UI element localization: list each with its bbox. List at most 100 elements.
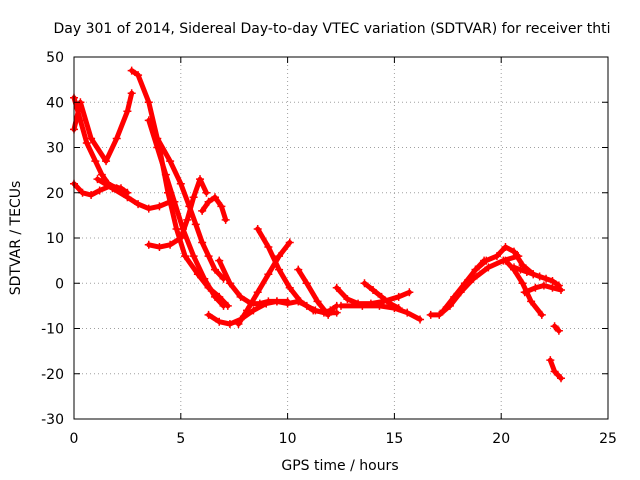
chart-title: Day 301 of 2014, Sidereal Day-to-day VTE… — [54, 21, 611, 37]
series-arc-1 — [70, 89, 136, 166]
data-point — [181, 252, 190, 261]
data-point — [482, 256, 491, 265]
data-point — [439, 306, 448, 315]
data-point — [313, 297, 322, 306]
series-arc-23 — [510, 263, 563, 290]
data-point — [234, 319, 243, 328]
series-arc-25 — [550, 322, 563, 335]
data-point — [144, 204, 153, 213]
x-tick-label: 25 — [599, 431, 617, 447]
y-tick-label: -20 — [41, 367, 64, 383]
data-point — [87, 191, 96, 200]
data-point — [360, 279, 369, 288]
data-point — [225, 279, 234, 288]
data-point — [161, 170, 170, 179]
series-arc-19 — [426, 252, 523, 319]
series-arc-18 — [360, 279, 403, 313]
data-point — [484, 263, 493, 272]
data-point — [405, 288, 414, 297]
data-point — [275, 265, 284, 274]
data-point — [358, 301, 367, 310]
data-point — [76, 116, 85, 125]
data-point — [529, 270, 538, 279]
data-point — [546, 356, 555, 365]
series-line — [295, 267, 331, 318]
data-point — [332, 283, 341, 292]
y-tick-label: 0 — [55, 276, 64, 292]
y-tick-label: 40 — [46, 95, 64, 111]
data-point — [93, 175, 102, 184]
data-point — [394, 304, 403, 313]
data-point — [91, 157, 100, 166]
x-tick-label: 15 — [385, 431, 403, 447]
data-point — [82, 138, 91, 147]
data-point — [527, 297, 536, 306]
data-point — [102, 157, 111, 166]
data-point — [236, 292, 245, 301]
data-point — [369, 286, 378, 295]
data-point — [123, 193, 132, 202]
data-point — [215, 317, 224, 326]
data-point — [550, 322, 559, 331]
data-point — [210, 265, 219, 274]
data-point — [243, 306, 252, 315]
data-point — [537, 310, 546, 319]
data-point — [144, 116, 153, 125]
data-point — [210, 193, 219, 202]
data-point — [191, 220, 200, 229]
data-point — [332, 308, 341, 317]
data-point — [127, 66, 136, 75]
data-point — [202, 188, 211, 197]
data-point — [492, 252, 501, 261]
data-point — [198, 238, 207, 247]
series-arc-8 — [144, 175, 211, 252]
data-point — [518, 279, 527, 288]
y-tick-label: 30 — [46, 141, 64, 157]
series-arc-9 — [198, 193, 230, 224]
data-point — [144, 98, 153, 107]
data-point — [221, 215, 230, 224]
data-point — [403, 308, 412, 317]
data-point — [87, 134, 96, 143]
data-point — [183, 215, 192, 224]
data-point — [522, 267, 531, 276]
data-point — [294, 297, 303, 306]
data-point — [386, 299, 395, 308]
data-point — [375, 301, 384, 310]
data-point — [198, 206, 207, 215]
data-point — [217, 202, 226, 211]
data-point — [548, 276, 557, 285]
data-point — [520, 288, 529, 297]
data-point — [225, 319, 234, 328]
data-point — [510, 247, 519, 256]
data-point — [219, 301, 228, 310]
series-arc-15 — [294, 265, 333, 319]
data-point — [501, 243, 510, 252]
y-tick-label: -10 — [41, 322, 64, 338]
data-point — [285, 238, 294, 247]
data-point — [155, 202, 164, 211]
data-point — [554, 326, 563, 335]
y-tick-label: -30 — [41, 412, 64, 428]
x-tick-label: 0 — [70, 431, 79, 447]
data-point — [557, 374, 566, 383]
data-point — [215, 256, 224, 265]
series-line — [236, 240, 293, 327]
data-point — [108, 184, 117, 193]
data-point — [535, 272, 544, 281]
data-point — [294, 265, 303, 274]
y-tick-label: 50 — [46, 50, 64, 66]
data-point — [253, 288, 262, 297]
data-point — [516, 265, 525, 274]
y-tick-label: 10 — [46, 231, 64, 247]
series-arc-12 — [234, 238, 294, 328]
data-point — [275, 252, 284, 261]
data-point — [460, 279, 469, 288]
data-point — [134, 200, 143, 209]
y-axis-label: SDTVAR / TECUs — [8, 181, 24, 296]
data-point — [542, 274, 551, 283]
x-axis-label: GPS time / hours — [281, 458, 398, 474]
data-point — [196, 175, 205, 184]
data-point — [337, 301, 345, 310]
